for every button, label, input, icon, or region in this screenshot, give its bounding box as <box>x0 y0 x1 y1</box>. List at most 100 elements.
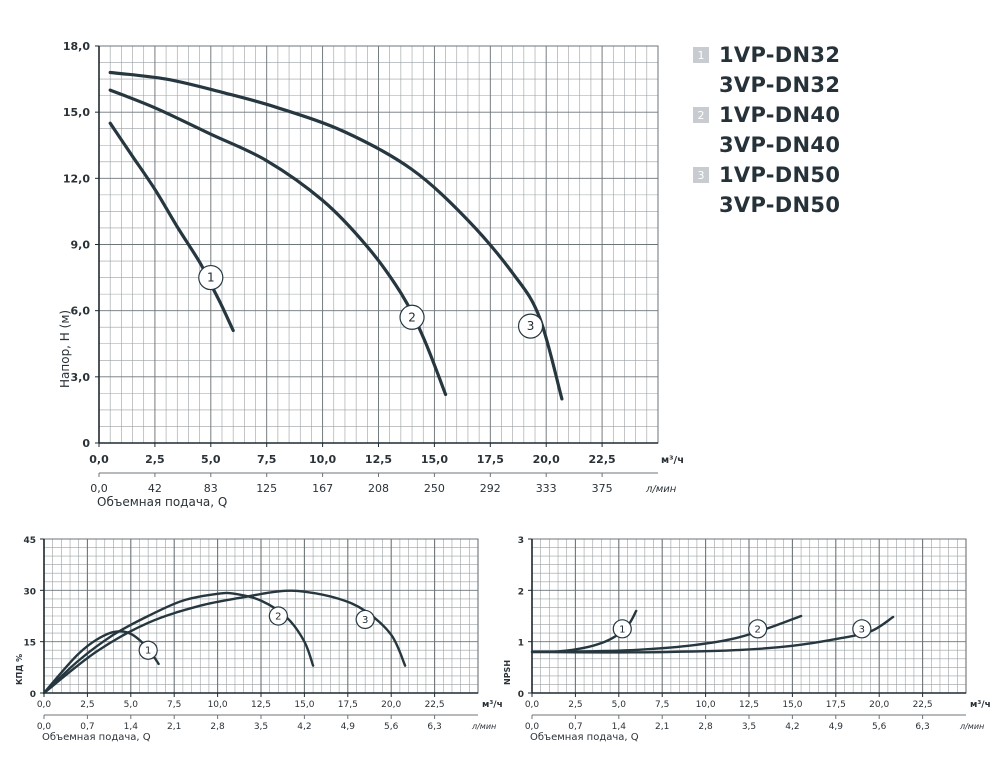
series-marker-3 <box>852 619 872 639</box>
secondary-x-tick-label: 0,0 <box>525 722 540 732</box>
secondary-x-tick-label: 6,3 <box>915 722 929 732</box>
series-marker-2 <box>748 619 768 639</box>
x-tick-label: 2,5 <box>568 700 582 710</box>
secondary-unit-label: л/мин <box>959 722 984 731</box>
legend-label: 1VP-DN50 <box>719 163 841 187</box>
secondary-x-tick-label: 6,3 <box>427 722 441 732</box>
head-chart: 0,0 2,5 5,0 7,5 10,0 12,5 15,0 17,5 20,0 22,5 м³/ч… <box>58 40 684 509</box>
secondary-axis-title: Объемная подача, Q <box>530 732 639 743</box>
y-tick-label: 12,0 <box>63 172 90 185</box>
y-tick-label: 18,0 <box>63 40 90 53</box>
secondary-x-tick-label: 2,8 <box>698 722 713 732</box>
x-tick-label: 2,5 <box>80 700 94 710</box>
legend-number-badge: 3 <box>693 167 709 183</box>
legend-item-2-line-2: 3VP-DN40 <box>693 130 840 160</box>
x-tick-label: 10,0 <box>309 453 336 466</box>
series-label-3: 3 <box>859 624 865 635</box>
x-tick-label: 7,5 <box>655 700 669 710</box>
series-label-1: 1 <box>207 271 215 285</box>
series-line-3 <box>108 70 564 401</box>
secondary-x-tick-label: 250 <box>424 482 445 495</box>
legend-item-3-line-2: 3VP-DN50 <box>693 190 840 220</box>
y-tick-label: 6,0 <box>71 305 91 318</box>
series-label-3: 3 <box>362 615 368 626</box>
legend-label: 1VP-DN40 <box>719 103 841 127</box>
secondary-x-tick-label: 125 <box>256 482 277 495</box>
secondary-x-tick-label: 4,2 <box>297 722 311 732</box>
x-tick-label: 10,0 <box>696 700 716 710</box>
secondary-unit-label: л/мин <box>645 484 677 495</box>
x-unit-label: м³/ч <box>970 700 991 710</box>
x-tick-label: 12,5 <box>251 700 271 710</box>
y-tick-label: 3 <box>518 536 524 546</box>
secondary-x-tick-label: 2,1 <box>167 722 181 732</box>
x-tick-label: 17,5 <box>826 700 846 710</box>
series-marker-2 <box>399 304 425 330</box>
x-tick-label: 15,0 <box>421 453 448 466</box>
series-label-1: 1 <box>619 624 625 635</box>
grid <box>531 538 967 694</box>
x-tick-label: 2,5 <box>145 453 165 466</box>
x-tick-label: 5,0 <box>612 700 627 710</box>
secondary-x-tick-label: 4,9 <box>829 722 844 732</box>
x-tick-label: 22,5 <box>913 700 933 710</box>
legend-number-badge: 2 <box>693 107 709 123</box>
secondary-x-tick-label: 2,8 <box>210 722 225 732</box>
legend-item-1-line-2: 3VP-DN32 <box>693 70 840 100</box>
secondary-x-tick-label: 42 <box>148 482 162 495</box>
legend-item-2-line-1: 2 1VP-DN40 <box>693 100 840 130</box>
secondary-x-tick-label: 1,4 <box>612 722 627 732</box>
legend: 1 1VP-DN32 3VP-DN32 2 1VP-DN40 3VP-DN40 … <box>693 40 840 220</box>
x-tick-label: 12,5 <box>739 700 759 710</box>
y-tick-label: 1 <box>518 639 524 649</box>
legend-label: 3VP-DN50 <box>719 193 841 217</box>
x-tick-label: 0,0 <box>525 700 540 710</box>
secondary-x-tick-label: 4,2 <box>785 722 799 732</box>
secondary-x-tick-label: 167 <box>312 482 333 495</box>
x-tick-label: 0,0 <box>37 700 52 710</box>
y-tick-label: 30 <box>23 587 36 597</box>
x-tick-label: 10,0 <box>208 700 228 710</box>
y-tick-label: 45 <box>23 536 36 546</box>
x-tick-label: 17,5 <box>477 453 504 466</box>
x-tick-label: 7,5 <box>257 453 277 466</box>
secondary-x-tick-label: 83 <box>204 482 218 495</box>
y-tick-label: 15 <box>23 639 36 649</box>
x-tick-label: 5,0 <box>124 700 139 710</box>
secondary-x-tick-label: 3,5 <box>742 722 756 732</box>
x-tick-label: 15,0 <box>294 700 314 710</box>
x-tick-label: 20,0 <box>381 700 401 710</box>
secondary-x-tick-label: 5,6 <box>384 722 399 732</box>
secondary-x-tick-label: 4,9 <box>341 722 356 732</box>
secondary-x-tick-label: 0,0 <box>37 722 52 732</box>
series-line-2 <box>42 591 315 695</box>
x-tick-label: 22,5 <box>589 453 616 466</box>
x-tick-label: 22,5 <box>425 700 445 710</box>
y-tick-label: 15,0 <box>63 106 90 119</box>
npsh-chart: 0,0 2,5 5,0 7,5 10,0 12,5 15,0 17,5 20,0 22,5 м³/ч… <box>503 536 991 743</box>
legend-item-1-line-1: 1 1VP-DN32 <box>693 40 840 70</box>
series-marker-1 <box>138 640 158 660</box>
secondary-x-tick-label: 208 <box>368 482 389 495</box>
y-tick-label: 2 <box>518 587 524 597</box>
secondary-x-tick-label: 0,0 <box>90 482 108 495</box>
x-unit-label: м³/ч <box>482 700 503 710</box>
y-axis-title: NPSH <box>503 660 512 685</box>
series-marker-3 <box>355 609 375 630</box>
series-marker-2 <box>268 606 288 626</box>
series-label-2: 2 <box>275 612 281 623</box>
y-tick-label: 9,0 <box>71 239 91 252</box>
secondary-x-tick-label: 2,1 <box>655 722 669 732</box>
y-tick-label: 0 <box>82 437 90 450</box>
secondary-axis-title: Объемная подача, Q <box>97 495 227 509</box>
secondary-x-tick-label: 0,7 <box>80 722 94 732</box>
y-axis-title: КПД % <box>15 654 24 685</box>
series-label-2: 2 <box>408 310 416 324</box>
x-tick-label: 7,5 <box>167 700 181 710</box>
series-label-1: 1 <box>145 646 151 657</box>
x-tick-label: 20,0 <box>869 700 889 710</box>
secondary-x-tick-label: 375 <box>592 482 613 495</box>
legend-label: 3VP-DN40 <box>719 133 841 157</box>
x-tick-label: 15,0 <box>782 700 802 710</box>
series-line-1 <box>108 121 235 333</box>
